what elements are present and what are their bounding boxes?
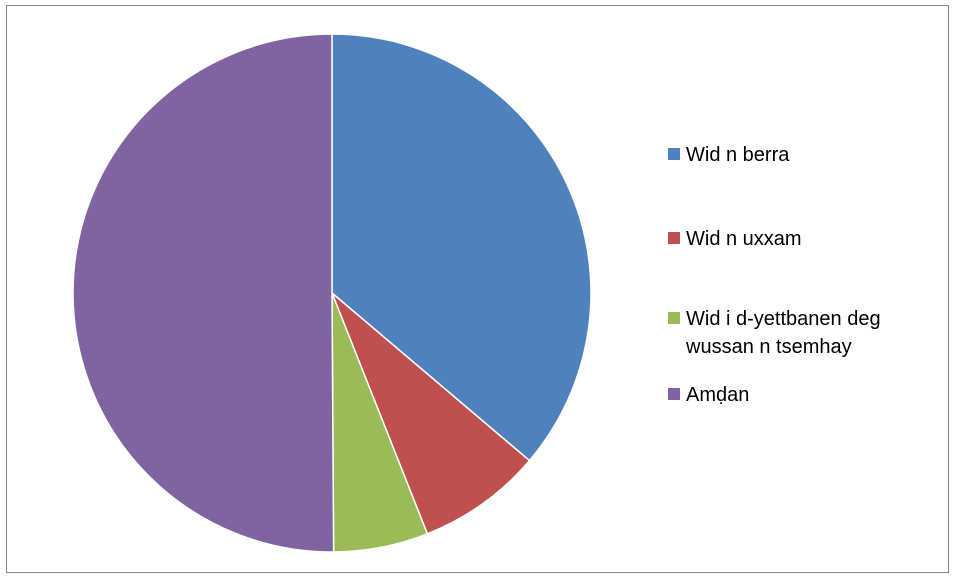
legend-label: Wid n berra (686, 144, 790, 166)
legend-item-wid-n-berra: Wid n berra (668, 141, 946, 169)
pie-slices (72, 33, 592, 553)
legend-label: Amḍan (686, 384, 750, 406)
legend-swatch (668, 148, 680, 160)
legend-label: Wid n uxxam (686, 228, 802, 250)
pie-slice-1 (331, 33, 592, 462)
legend-item-wid-n-uxxam: Wid n uxxam (668, 225, 946, 253)
legend-item-amdan: Amḍan (668, 381, 946, 409)
legend-swatch (668, 312, 680, 324)
pie-slice-2 (331, 292, 531, 535)
pie-slice-4 (72, 33, 335, 553)
legend-label: Wid i d-yettbanen deg wussan n tsemhay (686, 308, 881, 358)
legend-swatch (668, 388, 680, 400)
legend-swatch (668, 232, 680, 244)
legend-item-wid-i-d-yettbanen: Wid i d-yettbanen deg wussan n tsemhay (668, 305, 946, 361)
